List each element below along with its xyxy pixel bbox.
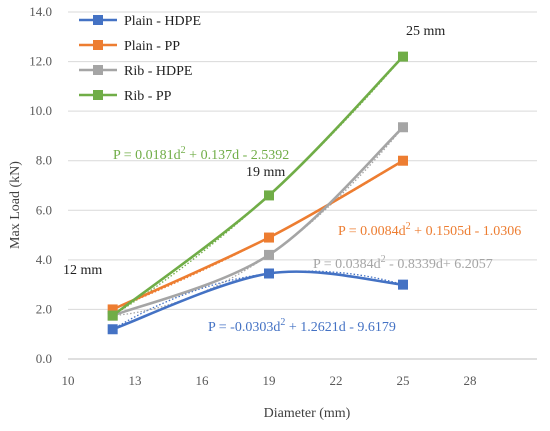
x-axis-title: Diameter (mm) <box>264 406 351 421</box>
legend-label-plain-pp: Plain - PP <box>124 39 180 54</box>
equation-rib-hdpe-post: - 0.8339d+ 6.2057 <box>386 257 493 272</box>
legend-label-rib-pp: Rib - PP <box>124 89 172 104</box>
data-point-plain-hdpe-25 <box>398 279 408 290</box>
legend-label-plain-hdpe: Plain - HDPE <box>124 14 201 29</box>
equation-plain-pp: P = 0.0084d2 + 0.1505d - 1.0306 <box>338 221 521 239</box>
y-tick-label: 2.0 <box>36 301 52 316</box>
y-tick-label: 0.0 <box>36 351 52 366</box>
data-point-rib-hdpe-19 <box>264 249 274 260</box>
equation-rib-hdpe-pre: P = 0.0384d <box>313 257 381 272</box>
equation-rib-pp-post: + 0.137d - 2.5392 <box>186 148 290 163</box>
x-tick-label: 28 <box>464 373 477 388</box>
y-tick-label: 6.0 <box>36 202 52 217</box>
y-axis-title: Max Load (kN) <box>8 161 23 249</box>
x-tick-label: 19 <box>263 373 276 388</box>
legend-marker-rib-hdpe <box>93 65 103 75</box>
data-point-plain-hdpe-19 <box>264 268 274 279</box>
y-tick-label: 4.0 <box>36 252 52 267</box>
equation-plain-pp-sup: 2 <box>406 221 411 232</box>
equation-plain-hdpe-sup: 2 <box>280 317 285 328</box>
y-tick-label: 10.0 <box>29 103 52 118</box>
data-point-plain-pp-12 <box>107 304 118 315</box>
x-tick-label: 22 <box>330 373 343 388</box>
y-tick-label: 8.0 <box>36 153 52 168</box>
y-tick-label: 12.0 <box>29 54 52 69</box>
x-tick-label: 13 <box>129 373 142 388</box>
data-point-plain-hdpe-12 <box>107 324 118 335</box>
x-tick-label: 16 <box>196 373 210 388</box>
equation-plain-pp-pre: P = 0.0084d <box>338 224 406 239</box>
equation-rib-hdpe-sup: 2 <box>381 254 386 265</box>
x-tick-labels: 10 13 16 19 22 25 28 <box>62 373 477 388</box>
data-point-rib-pp-25 <box>398 51 408 62</box>
size-label-25mm: 25 mm <box>406 24 445 39</box>
equation-rib-pp-sup: 2 <box>181 145 186 156</box>
equation-rib-pp: P = 0.0181d2 + 0.137d - 2.5392 <box>113 145 289 163</box>
trendline-plain-hdpe <box>112 270 404 330</box>
legend: Plain - HDPE Plain - PP Rib - HDPE Rib - PP <box>79 14 201 104</box>
y-tick-labels: 0.0 2.0 4.0 6.0 8.0 10.0 12.0 14.0 <box>29 4 52 366</box>
equation-rib-hdpe: P = 0.0384d2 - 0.8339d+ 6.2057 <box>313 254 493 272</box>
y-tick-label: 14.0 <box>29 4 52 19</box>
size-label-12mm: 12 mm <box>63 263 102 278</box>
legend-marker-rib-pp <box>93 90 103 100</box>
equation-plain-hdpe-pre: P = -0.0303d <box>208 320 280 335</box>
data-point-rib-pp-19 <box>264 190 274 201</box>
equation-plain-hdpe-post: + 1.2621d - 9.6179 <box>285 320 396 335</box>
equation-plain-hdpe: P = -0.0303d2 + 1.2621d - 9.6179 <box>208 317 396 335</box>
legend-marker-plain-hdpe <box>93 15 103 25</box>
legend-label-rib-hdpe: Rib - HDPE <box>124 64 192 79</box>
data-point-rib-hdpe-25 <box>398 122 408 133</box>
size-label-19mm: 19 mm <box>246 165 285 180</box>
legend-marker-plain-pp <box>93 40 103 50</box>
series-lines <box>107 51 408 335</box>
gridlines <box>68 11 537 360</box>
equation-plain-pp-post: + 0.1505d - 1.0306 <box>411 224 522 239</box>
data-point-plain-pp-25 <box>398 155 408 166</box>
trendline-rib-hdpe <box>112 126 404 317</box>
data-point-rib-pp-12 <box>107 310 118 321</box>
data-point-plain-pp-19 <box>264 232 274 243</box>
equation-rib-pp-pre: P = 0.0181d <box>113 148 181 163</box>
x-tick-label: 25 <box>397 373 410 388</box>
x-tick-label: 10 <box>62 373 75 388</box>
